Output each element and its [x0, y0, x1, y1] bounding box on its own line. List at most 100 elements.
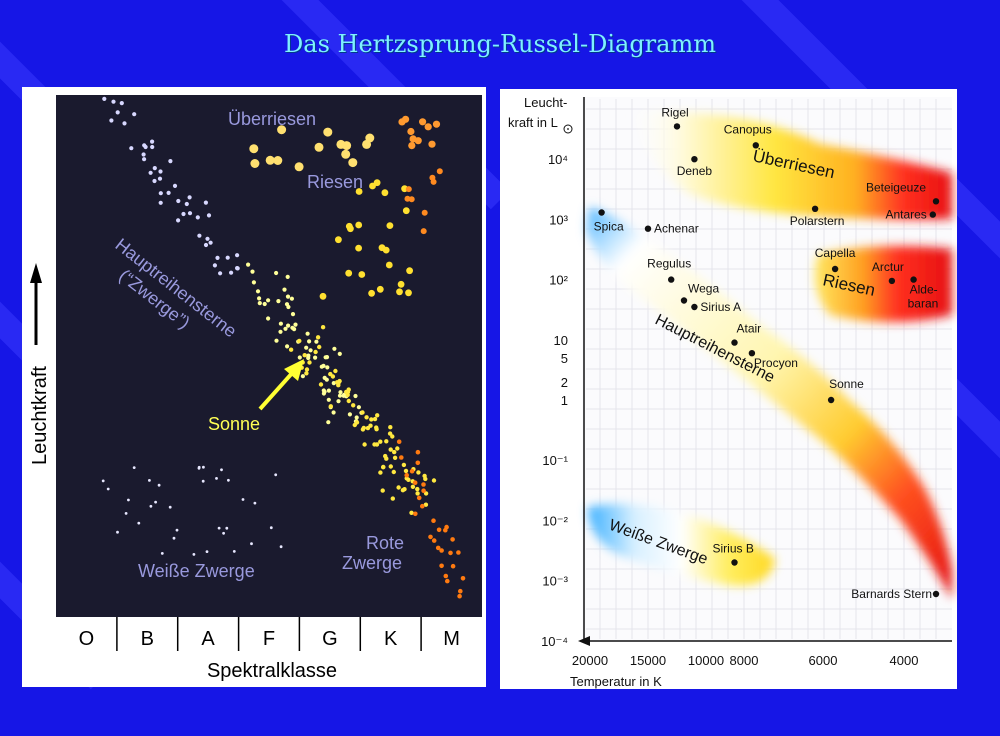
star-dot	[416, 495, 422, 501]
star-dot	[407, 127, 415, 136]
star-label: Arctur	[872, 260, 904, 274]
star-dot	[424, 123, 432, 131]
region-giants	[814, 245, 952, 322]
star-dot	[215, 255, 220, 260]
star-dot	[421, 209, 428, 216]
star-marker	[598, 209, 605, 216]
star-dot	[412, 480, 418, 486]
star-dot	[197, 466, 201, 470]
region-main-sequence	[586, 207, 952, 599]
star-dot	[353, 393, 358, 399]
star-dot	[288, 347, 294, 352]
hr-diagram-schematic: Überriesen Riesen Hauptreihensterne (“Zw…	[22, 87, 486, 687]
star-dot	[150, 139, 155, 144]
star-dot	[192, 553, 196, 556]
star-dot	[262, 301, 267, 307]
star-dot	[445, 578, 450, 584]
star-marker	[910, 276, 917, 283]
star-dot	[158, 200, 163, 205]
star-label: Sonne	[829, 377, 864, 391]
star-dot	[348, 158, 358, 168]
star-dot	[346, 398, 351, 404]
x-tick-labels: 20000 15000 10000 8000 6000 4000	[572, 653, 919, 668]
star-dot	[201, 479, 205, 483]
star-dot	[269, 526, 273, 530]
star-dot	[342, 141, 352, 151]
star-marker	[748, 350, 756, 357]
star-dot	[149, 504, 153, 508]
star-dot	[376, 285, 384, 293]
star-dot	[101, 479, 105, 483]
star-dot	[205, 550, 209, 553]
y-axis-arrow-head	[30, 263, 42, 283]
x-axis-arrow-head	[578, 636, 590, 646]
label-red-dwarfs-1: Rote	[366, 533, 404, 553]
star-dot	[168, 505, 172, 509]
star-dot	[320, 325, 326, 330]
star-dot	[246, 262, 251, 267]
star-marker	[752, 142, 759, 149]
spectral-class-label: K	[384, 628, 398, 650]
star-dot	[141, 152, 146, 157]
y-axis-label: Leuchtkraft	[29, 366, 51, 465]
star-dot	[304, 371, 309, 376]
star-marker	[691, 303, 698, 311]
star-label: Antares	[885, 208, 926, 222]
x-tick-label: 6000	[809, 653, 838, 668]
star-dot	[203, 242, 209, 248]
star-dot	[257, 296, 262, 301]
star-dot	[172, 536, 176, 540]
star-dot	[432, 120, 441, 128]
star-dot	[197, 233, 202, 238]
star-dot	[315, 335, 321, 340]
star-marker	[644, 225, 652, 232]
x-tick-label: 10000	[688, 653, 724, 668]
star-dot	[279, 545, 283, 549]
star-label: Deneb	[677, 164, 713, 178]
star-dot	[152, 166, 157, 171]
star-dot	[132, 112, 137, 117]
sun-arrow-shaft	[258, 369, 296, 411]
star-dot	[386, 222, 394, 230]
star-dot	[399, 455, 404, 460]
star-marker	[731, 559, 738, 566]
star-dot	[313, 355, 318, 360]
x-tick-label: 15000	[630, 653, 666, 668]
star-dot	[143, 144, 148, 150]
star-dot	[358, 271, 366, 278]
star-label: Barnards Stern	[851, 587, 932, 601]
star-dot	[150, 144, 155, 150]
star-dot	[283, 326, 288, 331]
region-shapes	[586, 110, 952, 599]
star-dot	[274, 338, 279, 343]
star-label: baran	[908, 297, 939, 311]
y-tick-label: 10³	[549, 212, 568, 227]
star-dot	[285, 274, 290, 279]
star-dot	[341, 149, 351, 159]
star-dot	[241, 498, 245, 501]
star-dot	[364, 415, 369, 420]
label-giants: Riesen	[307, 172, 363, 192]
label-supergiants: Überriesen	[228, 109, 316, 129]
star-dot	[401, 462, 407, 468]
star-dot	[351, 403, 356, 408]
star-dot	[388, 464, 393, 469]
star-dot	[388, 425, 393, 430]
star-dot	[415, 460, 421, 466]
star-dot	[378, 439, 383, 444]
star-dot	[326, 420, 331, 425]
star-label: Regulus	[647, 257, 691, 271]
star-dot	[460, 576, 466, 581]
star-dot	[205, 236, 210, 241]
star-dot	[187, 195, 192, 200]
star-dot	[220, 468, 223, 472]
star-dot	[347, 412, 352, 417]
star-dot	[431, 538, 437, 543]
star-dot	[332, 346, 337, 351]
star-dot	[341, 393, 346, 398]
star-dot	[285, 344, 290, 349]
star-dot	[381, 189, 389, 197]
star-dot	[416, 470, 421, 475]
star-dot	[450, 563, 456, 569]
star-label: Alde-	[910, 283, 938, 297]
